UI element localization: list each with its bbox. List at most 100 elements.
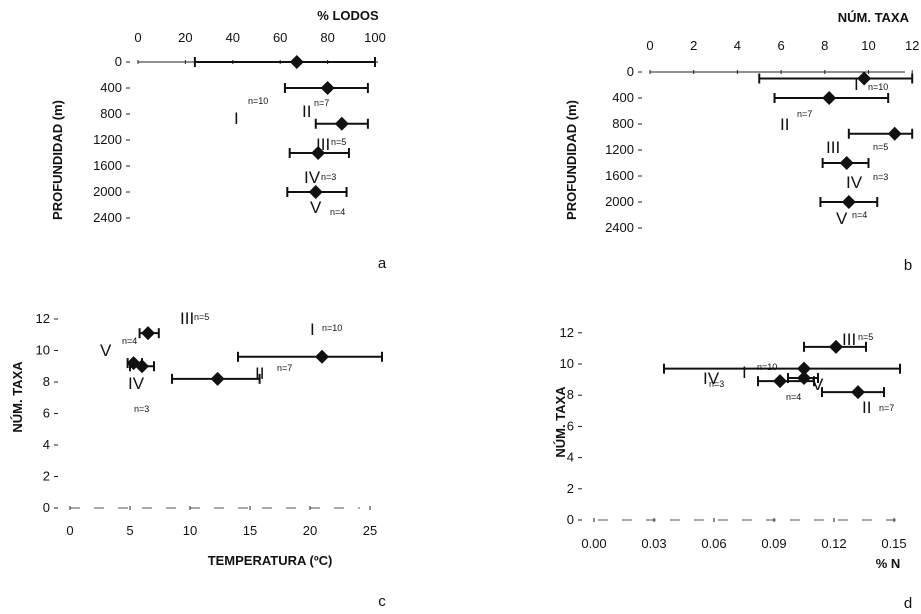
- x-tick-label-b-3: 6: [777, 38, 784, 53]
- y-tick-label-c-2: 4: [43, 437, 50, 452]
- point-marker-d-group-iii: [829, 339, 843, 354]
- x-tick-label-c-2: 10: [183, 523, 197, 538]
- point-marker-b-group-v: [841, 195, 856, 209]
- x-tick-label-d-3: 0.09: [761, 536, 786, 551]
- x-tick-label-c-0: 0: [66, 523, 73, 538]
- x-tick-label-c-5: 25: [363, 523, 377, 538]
- y-tick-label-b-0: 0: [627, 64, 634, 79]
- y-axis-title-a: PROFUNDIDAD (m): [50, 100, 65, 220]
- group-label-c-group-iii: III: [180, 309, 194, 328]
- y-tick-label-d-4: 8: [567, 387, 574, 402]
- y-tick-label-a-2: 800: [100, 106, 122, 121]
- n-label-d-group-ii: n=7: [879, 403, 894, 413]
- group-label-d-group-iv: IV: [703, 369, 720, 388]
- group-label-a-group-ii: II: [302, 102, 311, 121]
- group-label-a-group-v: V: [310, 198, 322, 217]
- group-label-d-group-v: V: [812, 375, 824, 394]
- y-tick-label-c-0: 0: [43, 500, 50, 515]
- group-label-a-group-i: I: [234, 109, 239, 128]
- x-tick-label-d-4: 0.12: [821, 536, 846, 551]
- n-label-d-group-i: n=10: [757, 362, 777, 372]
- n-label-b-group-v: n=4: [852, 210, 867, 220]
- x-tick-label-a-5: 100: [364, 30, 386, 45]
- group-label-b-group-i: I: [854, 75, 859, 94]
- point-marker-c-group-ii: [210, 371, 225, 386]
- point-marker-a-group-ii: [320, 81, 335, 95]
- point-marker-c-group-iii: [141, 326, 155, 341]
- x-axis-title-a: % LODOS: [317, 8, 379, 23]
- group-label-d-group-iii: III: [842, 330, 856, 349]
- y-axis-title-d: NÚM. TAXA: [553, 386, 568, 458]
- point-marker-d-group-v: [797, 371, 811, 386]
- point-marker-b-group-iv: [839, 156, 854, 170]
- group-label-b-group-iv: IV: [846, 173, 863, 192]
- point-marker-d-group-ii: [851, 385, 865, 400]
- y-tick-label-c-6: 12: [36, 311, 50, 326]
- x-tick-label-b-4: 8: [821, 38, 828, 53]
- point-marker-a-group-v: [308, 185, 323, 199]
- n-label-c-group-i: n=10: [322, 323, 342, 333]
- x-tick-label-d-2: 0.06: [701, 536, 726, 551]
- y-tick-label-a-5: 2000: [93, 184, 122, 199]
- y-tick-label-a-1: 400: [100, 80, 122, 95]
- n-label-a-group-i: n=10: [248, 96, 268, 106]
- n-label-d-group-iv: n=3: [709, 379, 724, 389]
- x-tick-label-b-2: 4: [734, 38, 741, 53]
- y-axis-title-c: NÚM. TAXA: [10, 361, 25, 433]
- point-marker-a-group-iv: [311, 146, 326, 160]
- y-tick-label-d-2: 4: [567, 450, 574, 465]
- y-tick-label-d-1: 2: [567, 481, 574, 496]
- point-marker-b-group-ii: [822, 91, 837, 105]
- x-tick-label-b-1: 2: [690, 38, 697, 53]
- point-marker-b-group-i: [857, 71, 872, 86]
- x-tick-label-d-0: 0.00: [581, 536, 606, 551]
- n-label-b-group-iii: n=5: [873, 142, 888, 152]
- y-tick-label-d-3: 6: [567, 418, 574, 433]
- group-label-d-group-ii: II: [862, 398, 871, 417]
- point-marker-a-group-i: [289, 55, 304, 69]
- y-tick-label-a-6: 2400: [93, 210, 122, 225]
- point-marker-b-group-iii: [887, 126, 902, 141]
- panel-letter-b: b: [904, 257, 912, 274]
- n-label-a-group-iv: n=3: [321, 172, 336, 182]
- x-tick-label-a-2: 40: [226, 30, 240, 45]
- group-label-b-group-iii: III: [826, 138, 840, 157]
- y-tick-label-c-4: 8: [43, 374, 50, 389]
- n-label-a-group-iii: n=5: [331, 137, 346, 147]
- x-tick-label-d-5: 0.15: [881, 536, 906, 551]
- panel-letter-c: c: [378, 593, 386, 610]
- group-label-d-group-i: I: [742, 363, 747, 382]
- group-label-b-group-ii: II: [780, 115, 789, 134]
- y-tick-label-b-1: 400: [612, 90, 634, 105]
- n-label-d-group-v: n=4: [786, 392, 801, 402]
- n-label-c-group-v: n=4: [122, 336, 137, 346]
- x-axis-title-d: % N: [876, 556, 901, 571]
- group-label-b-group-v: V: [836, 209, 848, 228]
- y-tick-label-a-0: 0: [115, 54, 122, 69]
- n-label-b-group-iv: n=3: [873, 172, 888, 182]
- x-tick-label-c-3: 15: [243, 523, 257, 538]
- y-tick-label-b-5: 2000: [605, 194, 634, 209]
- panel-letter-d: d: [904, 595, 912, 612]
- point-marker-d-group-i: [797, 361, 811, 376]
- x-axis-title-c: TEMPERATURA (ºC): [208, 553, 333, 568]
- y-tick-label-c-3: 6: [43, 406, 50, 421]
- x-tick-label-b-5: 10: [861, 38, 875, 53]
- x-tick-label-b-0: 0: [646, 38, 653, 53]
- group-label-c-group-i: I: [310, 320, 315, 339]
- x-tick-label-c-4: 20: [303, 523, 317, 538]
- n-label-c-group-iv: n=3: [134, 404, 149, 414]
- x-tick-label-a-1: 20: [178, 30, 192, 45]
- point-marker-d-group-iv: [773, 374, 787, 389]
- group-label-c-group-iv: IV: [128, 374, 145, 393]
- x-tick-label-c-1: 5: [126, 523, 133, 538]
- y-tick-label-d-0: 0: [567, 512, 574, 527]
- y-tick-label-d-5: 10: [560, 356, 574, 371]
- y-tick-label-b-2: 800: [612, 116, 634, 131]
- group-label-a-group-iv: IV: [304, 168, 321, 187]
- point-marker-c-group-i: [315, 349, 329, 364]
- y-tick-label-d-6: 12: [560, 325, 574, 340]
- y-axis-title-b: PROFUNDIDAD (m): [564, 100, 579, 220]
- n-label-b-group-i: n=10: [868, 82, 888, 92]
